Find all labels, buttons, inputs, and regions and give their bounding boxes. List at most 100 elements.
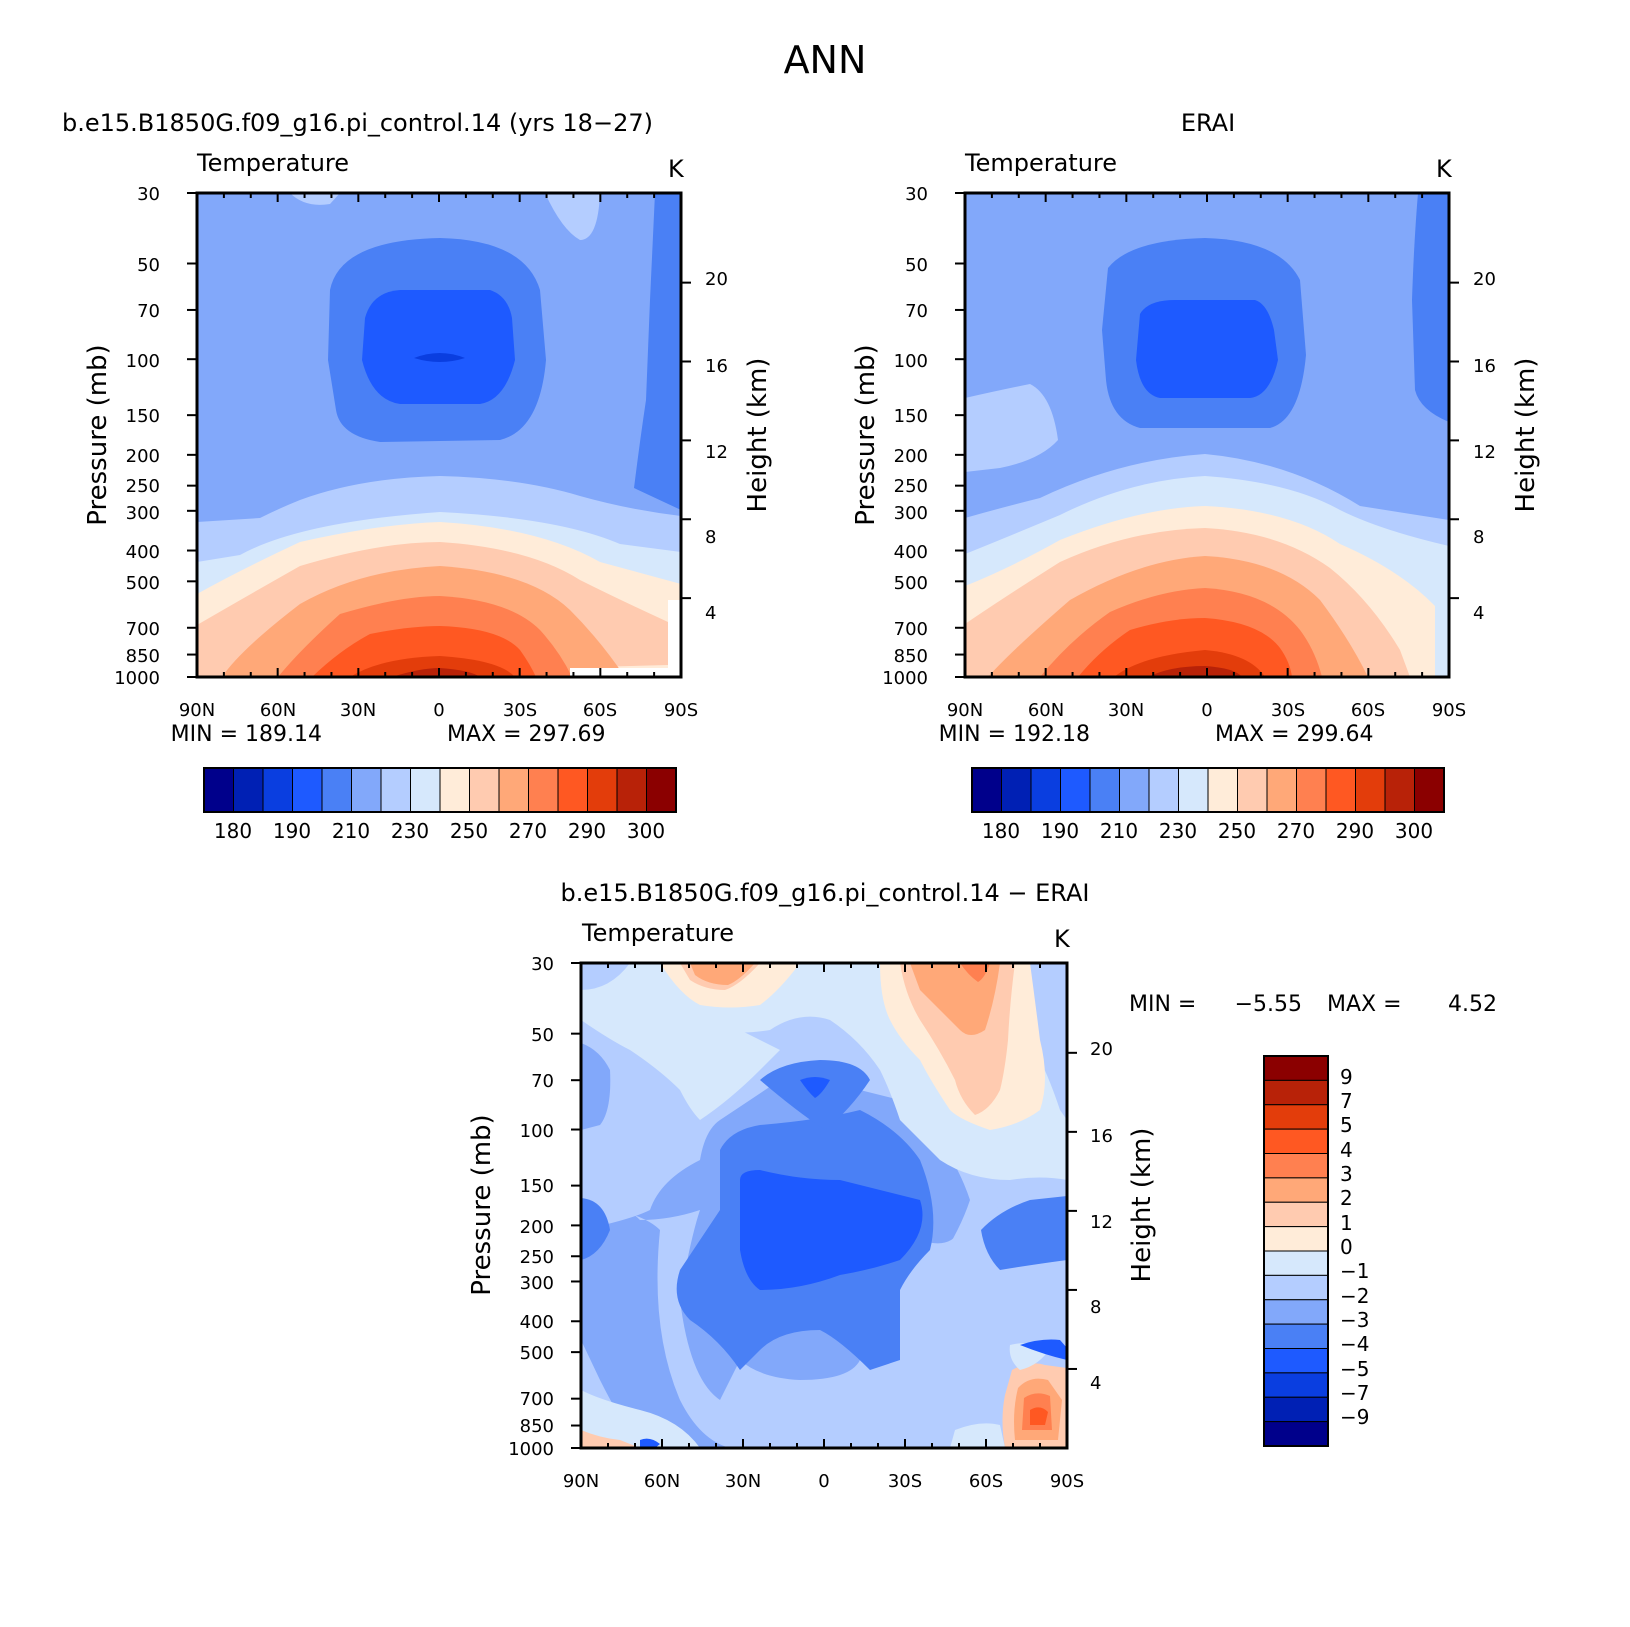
y-tick-label: 200 [126,446,160,467]
panel-obs-colorbar [971,767,1445,813]
contour-band [960,963,990,982]
colorbar-swatch [380,767,411,813]
colorbar-swatch [292,767,323,813]
x-tick-label: 90S [664,700,698,721]
y-tick-label: 50 [137,255,160,276]
panel-model-variable: Temperature [196,149,349,177]
min-stat: MIN = 192.18 [939,722,1090,747]
colorbar-swatch [1060,767,1091,813]
colorbar-swatch [587,767,618,813]
y-right-tick-label: 4 [705,603,716,624]
y-tick-label: 700 [894,619,928,640]
colorbar-label: 180 [982,819,1020,843]
colorbar-swatch [1263,1079,1329,1106]
x-tick-label: 90N [563,1471,599,1492]
colorbar-frame [203,767,677,813]
y-tick-label: 250 [126,476,160,497]
colorbar-swatch [203,767,234,813]
y-tick-label: 850 [520,1416,554,1437]
x-tick-label: 0 [433,700,444,721]
max-stat-label: MAX = [1327,992,1402,1017]
colorbar-swatch [1263,1201,1329,1228]
colorbar-label: 250 [1218,819,1256,843]
colorbar-label: 230 [391,819,429,843]
x-tick-label: 60S [1351,700,1385,721]
panel-model-units: K [668,155,685,183]
y-tick-label: 70 [905,301,928,322]
panel-obs-field [965,193,1449,677]
y-axis-label: Pressure (mb) [851,344,881,525]
max-stat: MAX = 297.69 [447,722,606,747]
colorbar-swatch [1263,1104,1329,1130]
colorbar-label: 210 [332,819,370,843]
colorbar-label: 300 [1395,819,1433,843]
contour-band [640,1438,660,1448]
contour-band [1020,1339,1067,1360]
colorbar-label: 210 [1100,819,1138,843]
x-tick-label: 0 [1201,700,1212,721]
y-tick-label: 850 [126,646,160,667]
contour-band [414,353,465,362]
contour-band [800,1077,830,1098]
min-stat-label: MIN = [1129,992,1196,1017]
y-tick-label: 70 [531,1071,554,1092]
colorbar-swatch [1263,1372,1329,1398]
colorbar-label: 270 [1277,819,1315,843]
panel-model: b.e15.B1850G.f09_g16.pi_control.14 (yrs … [62,109,773,843]
y-right-tick-label: 20 [1090,1039,1113,1060]
y-tick-label: 150 [126,406,160,427]
x-tick-label: 90S [1050,1471,1084,1492]
y-right-tick-label: 12 [705,442,728,463]
colorbar-label: 190 [1041,819,1079,843]
x-tick-label: 60S [969,1471,1003,1492]
colorbar-swatch [262,767,293,813]
colorbar-label: −3 [1340,1308,1369,1332]
y-tick-label: 100 [126,351,160,372]
contour-band [950,1423,1005,1448]
y-right-tick-label: 4 [1090,1373,1101,1394]
colorbar-swatch [469,767,500,813]
panel-model-title: b.e15.B1850G.f09_g16.pi_control.14 (yrs … [62,109,653,137]
contour-band [350,656,515,677]
x-tick-label: 30S [503,700,537,721]
y-right-tick-label: 8 [1090,1297,1101,1318]
x-tick-label: 30S [1271,700,1305,721]
colorbar-swatch [1263,1421,1329,1447]
y-right-tick-label: 12 [1090,1212,1113,1233]
colorbar-swatch [1263,1274,1329,1301]
y-tick-label: 1000 [882,668,928,689]
x-tick-label: 0 [818,1471,829,1492]
y-tick-label: 30 [905,184,928,205]
panel-model-axes: 30 50 70 100 150 200 250 300 400 500 700… [114,184,728,721]
colorbar-labels: 180 190 210 230 250 270 290 300 [214,819,665,843]
y-tick-label: 500 [520,1343,554,1364]
panel-difference-field [581,963,1067,1448]
y-tick-label: 1000 [114,668,160,689]
y-tick-label: 300 [126,503,160,524]
colorbar-swatch [1263,1396,1329,1423]
colorbar-swatch [1001,767,1032,813]
y-tick-label: 250 [894,476,928,497]
contour-band [392,668,480,677]
colorbar-swatch [1263,1226,1329,1252]
x-tick-label: 90N [947,700,983,721]
y-tick-label: 300 [894,503,928,524]
y-right-tick-label: 4 [1473,603,1484,624]
panel-obs-title: ERAI [1181,109,1235,137]
colorbar-labels: 9 7 5 4 3 2 1 0 −1 −2 −3 −4 −5 −7 −9 [1340,1065,1369,1429]
colorbar-swatch [1263,1055,1329,1081]
colorbar-swatch [971,767,1002,813]
panel-difference-title: b.e15.B1850G.f09_g16.pi_control.14 − ERA… [561,879,1090,907]
colorbar-label: 290 [568,819,606,843]
panel-model-field [197,193,681,677]
y-tick-label: 100 [894,351,928,372]
colorbar-swatch [1207,767,1238,813]
colorbar-label: −5 [1340,1357,1369,1381]
panel-difference: b.e15.B1850G.f09_g16.pi_control.14 − ERA… [467,879,1497,1492]
colorbar-swatch [528,767,559,813]
colorbar-label: 4 [1340,1138,1353,1162]
colorbar-swatch [1266,767,1297,813]
colorbar-swatch [1237,767,1268,813]
y-right-tick-label: 16 [1090,1126,1113,1147]
